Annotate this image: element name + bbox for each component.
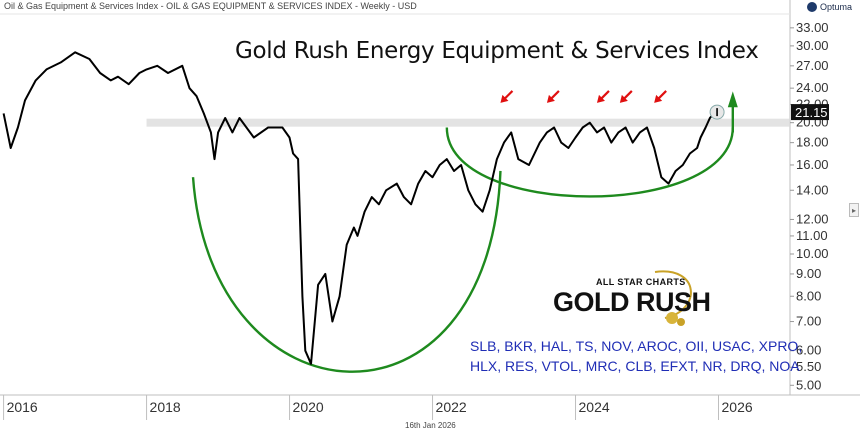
x-tick-label: 2016 [7, 399, 38, 415]
y-tick-label: 18.00 [796, 135, 829, 150]
ticker-list: SLB, BKR, HAL, TS, NOV, AROC, OII, USAC,… [470, 336, 803, 376]
y-tick-label: 6.00 [796, 343, 821, 358]
last-price-tag [791, 104, 829, 121]
rounding-bottom-arc [445, 127, 735, 198]
y-tick-label: 10.00 [796, 246, 829, 261]
logo-nugget [666, 312, 678, 324]
x-tick-label: 2026 [722, 399, 753, 415]
green-arrow-head [727, 91, 738, 108]
resistance-band [146, 118, 790, 127]
y-tick-label: 30.00 [796, 38, 829, 53]
last-price-label: 21.15 [795, 105, 828, 120]
ticker-line-1: SLB, BKR, HAL, TS, NOV, AROC, OII, USAC,… [470, 338, 803, 354]
y-tick-label: 27.00 [796, 58, 829, 73]
y-tick-label: 16.00 [796, 157, 829, 172]
optuma-logo-icon [806, 2, 817, 12]
y-tick-label: 5.50 [796, 359, 821, 374]
red-arrow-head [654, 94, 663, 103]
y-tick-label: 9.00 [796, 266, 821, 281]
y-tick-label: 5.00 [796, 377, 821, 392]
red-arrow-head [619, 94, 628, 103]
x-tick-label: 2022 [436, 399, 467, 415]
footer-date: 16th Jan 2026 [405, 421, 456, 430]
y-tick-label: 11.00 [796, 228, 828, 243]
brand-name: Optuma [819, 2, 852, 12]
logo-line-1: ALL STAR CHARTS [596, 277, 686, 287]
price-line [2, 51, 716, 365]
red-arrow-head [596, 94, 605, 103]
cup-arc [191, 170, 502, 373]
chart-header-label: Oil & Gas Equipment & Services Index - O… [4, 1, 417, 11]
axis-scroll-button[interactable]: ▸ [849, 203, 859, 217]
y-tick-label: 7.00 [796, 314, 821, 329]
logo-nugget [677, 318, 685, 326]
y-tick-label: 33.00 [796, 20, 829, 35]
ticker-line-2: HLX, RES, VTOL, MRC, CLB, EFXT, NR, DRQ,… [470, 358, 800, 374]
red-arrow-head [500, 94, 509, 103]
x-tick-label: 2018 [150, 399, 181, 415]
y-tick-label: 8.00 [796, 288, 821, 303]
y-tick-label: 12.00 [796, 211, 829, 226]
chart-title: Gold Rush Energy Equipment & Services In… [235, 38, 759, 64]
y-tick-label: 24.00 [796, 80, 829, 95]
logo-line-2: GOLD RUSH [553, 287, 711, 317]
optuma-brand: Optuma [806, 2, 852, 12]
y-tick-label: 14.00 [796, 182, 829, 197]
red-arrow-head [546, 94, 555, 103]
x-tick-label: 2024 [579, 399, 610, 415]
x-tick-label: 2020 [293, 399, 324, 415]
